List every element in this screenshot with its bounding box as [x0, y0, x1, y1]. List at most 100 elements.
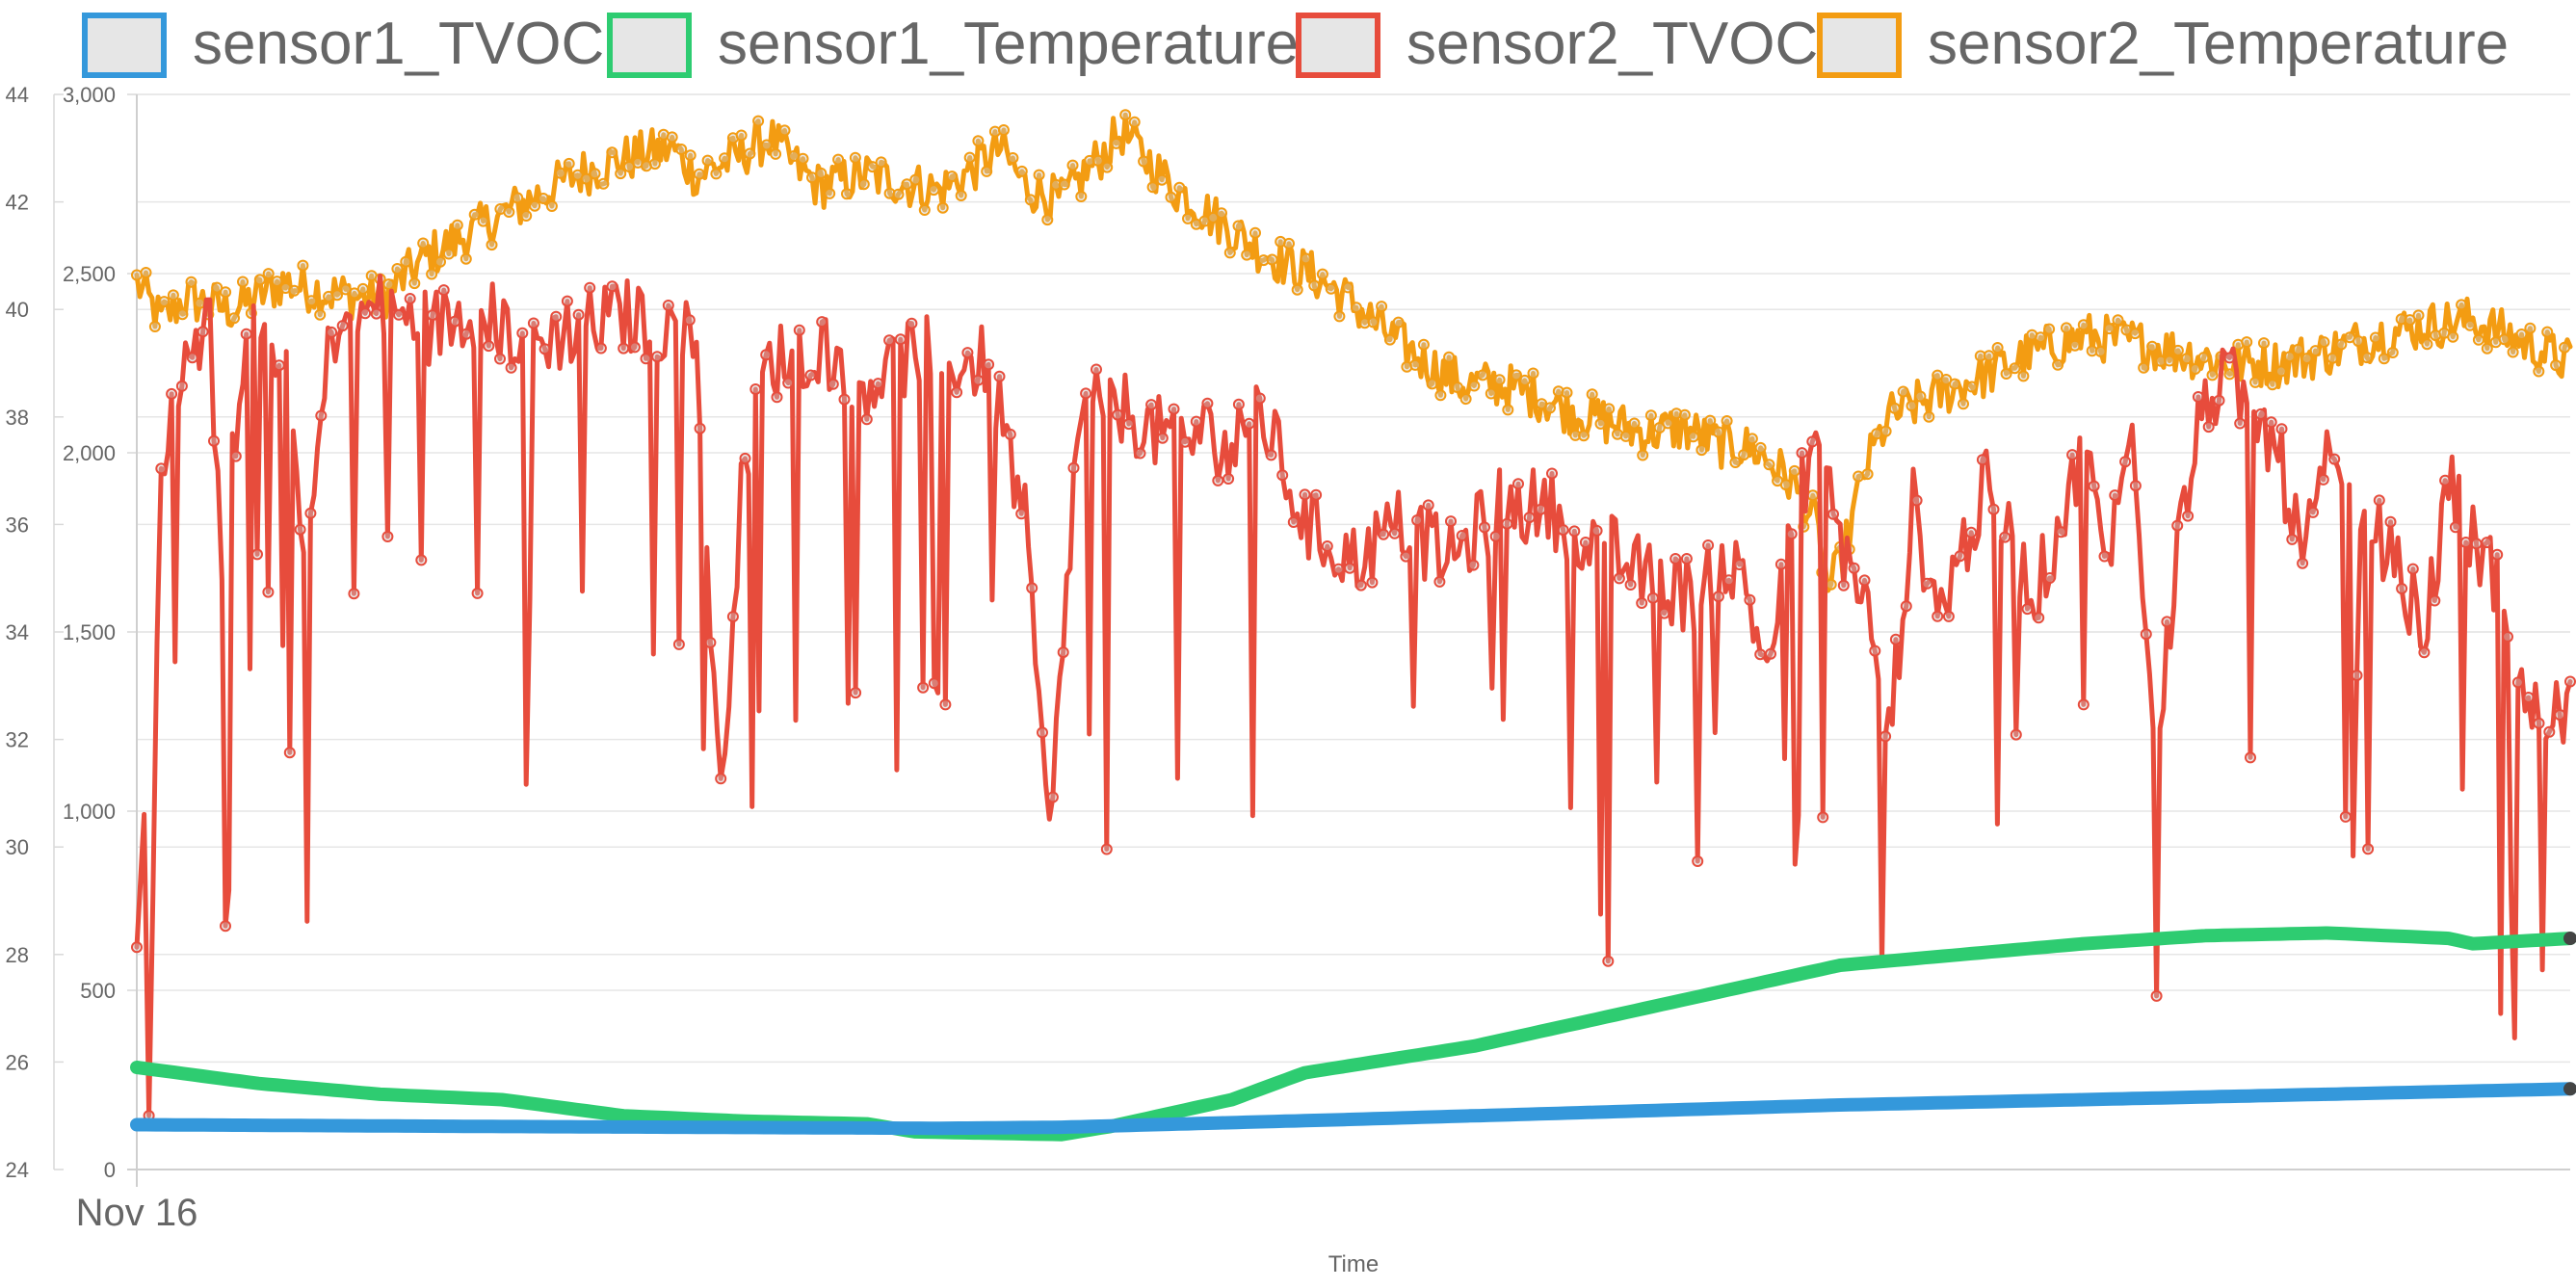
- data-point-sensor2_TVOC: [704, 637, 717, 648]
- data-point-sensor2_Temperature: [2369, 331, 2381, 344]
- data-point-sensor2_Temperature: [262, 268, 275, 280]
- data-point-sensor2_TVOC: [1179, 435, 1192, 448]
- data-point-sensor2_TVOC: [2470, 538, 2483, 550]
- data-point-sensor2_Temperature: [1746, 433, 1758, 445]
- data-point-sensor2_TVOC: [715, 773, 727, 785]
- data-point-sensor2_TVOC: [1080, 387, 1092, 400]
- left-axis-tick-label-4: 2,000: [63, 441, 116, 465]
- data-point-sensor2_Temperature: [520, 210, 533, 222]
- data-point-sensor2_Temperature: [1024, 194, 1037, 206]
- data-point-sensor2_Temperature: [529, 199, 541, 212]
- data-point-sensor2_Temperature: [1578, 430, 1590, 442]
- data-point-sensor2_TVOC: [838, 393, 851, 406]
- data-point-sensor2_Temperature: [2541, 326, 2554, 338]
- data-point-sensor2_Temperature: [1958, 398, 1969, 410]
- data-point-sensor2_TVOC: [860, 413, 873, 426]
- data-point-sensor2_Temperature: [946, 171, 959, 183]
- legend-label: sensor2_TVOC: [1406, 11, 1818, 77]
- data-point-sensor2_TVOC: [2140, 628, 2152, 641]
- data-point-sensor2_TVOC: [1400, 550, 1412, 563]
- data-point-sensor2_TVOC: [1965, 526, 1978, 539]
- data-point-sensor2_Temperature: [2300, 353, 2313, 365]
- data-point-sensor2_Temperature: [1825, 578, 1837, 591]
- axes: 24 26 28 30 32 34 36 38 40 42 44 0 500 1,000 1,500 2,00…: [6, 83, 2570, 1234]
- data-point-sensor2_TVOC: [240, 328, 252, 340]
- data-point-sensor2_TVOC: [197, 326, 209, 338]
- legend-item-sensor1_Temperature[interactable]: sensor1_Temperature: [607, 11, 1299, 78]
- data-point-sensor2_Temperature: [1670, 407, 1683, 420]
- data-point-sensor2_Temperature: [442, 248, 455, 260]
- data-point-sensor2_Temperature: [2533, 365, 2545, 378]
- data-point-sensor2_TVOC: [628, 341, 641, 354]
- data-point-sensor2_Temperature: [1101, 161, 1114, 173]
- data-point-sensor2_Temperature: [2524, 322, 2537, 334]
- data-point-sensor2_TVOC: [961, 347, 974, 359]
- data-point-sensor2_TVOC: [1889, 633, 1902, 645]
- data-point-sensor2_TVOC: [1388, 527, 1401, 539]
- data-point-sensor2_TVOC: [1954, 550, 1966, 563]
- data-point-sensor2_Temperature: [981, 165, 993, 177]
- data-point-sensor2_Temperature: [1146, 181, 1159, 194]
- data-point-sensor2_Temperature: [997, 124, 1010, 136]
- data-point-sensor2_Temperature: [297, 259, 309, 272]
- legend-item-sensor2_TVOC[interactable]: sensor2_TVOC: [1296, 11, 1818, 78]
- data-point-sensor2_TVOC: [1134, 447, 1146, 460]
- data-point-sensor2_TVOC: [2161, 616, 2173, 628]
- data-point-sensor2_Temperature: [1628, 417, 1641, 430]
- data-point-sensor2_Temperature: [1367, 316, 1380, 329]
- data-point-sensor2_Temperature: [331, 289, 343, 302]
- data-point-sensor2_Temperature: [797, 152, 809, 165]
- data-point-sensor2_Temperature: [237, 276, 249, 288]
- legend-swatch: [1296, 13, 1380, 78]
- data-point-sensor2_TVOC: [2439, 474, 2452, 486]
- data-point-sensor2_TVOC: [2459, 537, 2472, 548]
- x-axis-title: Time: [1328, 1251, 1379, 1277]
- data-point-sensor2_TVOC: [760, 349, 773, 361]
- data-point-sensor2_Temperature: [2456, 299, 2468, 311]
- data-point-sensor2_TVOC: [606, 280, 618, 293]
- data-point-sensor2_TVOC: [2502, 631, 2513, 643]
- data-point-sensor2_Temperature: [1128, 116, 1141, 128]
- data-point-sensor2_TVOC: [1037, 726, 1048, 739]
- data-point-sensor2_Temperature: [1754, 441, 1767, 454]
- left-axis-tick-label-2: 1,000: [63, 800, 116, 824]
- data-point-sensor2_Temperature: [2472, 333, 2484, 346]
- data-point-sensor2_TVOC: [1456, 530, 1468, 541]
- data-point-sensor2_TVOC: [359, 307, 372, 320]
- data-point-sensor2_TVOC: [1512, 478, 1524, 490]
- data-point-sensor2_TVOC: [726, 611, 739, 623]
- data-point-sensor2_Temperature: [1417, 338, 1430, 351]
- data-point-sensor2_Temperature: [2112, 314, 2124, 327]
- legend-swatch: [607, 13, 692, 78]
- data-point-sensor2_Temperature: [1459, 393, 1472, 406]
- data-point-sensor2_Temperature: [1485, 387, 1497, 400]
- data-point-sensor2_Temperature: [1965, 381, 1978, 393]
- right-axis-tick-label-10: 44: [6, 83, 29, 107]
- data-point-sensor2_Temperature: [305, 295, 318, 307]
- data-point-sensor2_TVOC: [208, 434, 220, 447]
- legend-item-sensor2_Temperature[interactable]: sensor2_Temperature: [1817, 11, 2509, 78]
- data-point-sensor2_TVOC: [739, 452, 751, 464]
- data-point-sensor2_TVOC: [2351, 670, 2363, 682]
- data-point-sensor2_Temperature: [1165, 191, 1177, 203]
- data-point-sensor2_TVOC: [1243, 417, 1255, 430]
- data-point-sensor2_TVOC: [1026, 582, 1038, 594]
- data-point-sensor2_TVOC: [1501, 517, 1513, 530]
- legend[interactable]: sensor1_TVOC sensor1_Temperature sensor2_T…: [82, 11, 2509, 78]
- data-point-sensor2_TVOC: [2021, 603, 2034, 616]
- legend-item-sensor1_TVOC[interactable]: sensor1_TVOC: [82, 11, 604, 78]
- data-point-sensor2_TVOC: [2396, 583, 2408, 594]
- data-point-sensor2_Temperature: [1594, 417, 1607, 430]
- data-point-sensor2_Temperature: [477, 215, 489, 227]
- data-point-sensor2_Temperature: [2353, 335, 2365, 348]
- data-point-sensor2_TVOC: [2254, 407, 2267, 420]
- data-point-sensor2_TVOC: [972, 374, 985, 386]
- data-point-sensor2_TVOC: [1299, 488, 1311, 501]
- data-point-sensor2_Temperature: [1283, 237, 1295, 250]
- right-axis-tick-label-1: 26: [6, 1050, 29, 1074]
- data-point-sensor2_Temperature: [744, 147, 756, 160]
- data-point-sensor2_TVOC: [2129, 480, 2142, 492]
- data-point-sensor2_Temperature: [2274, 365, 2287, 378]
- data-point-sensor2_TVOC: [1433, 575, 1446, 588]
- data-point-sensor2_Temperature: [1729, 457, 1742, 468]
